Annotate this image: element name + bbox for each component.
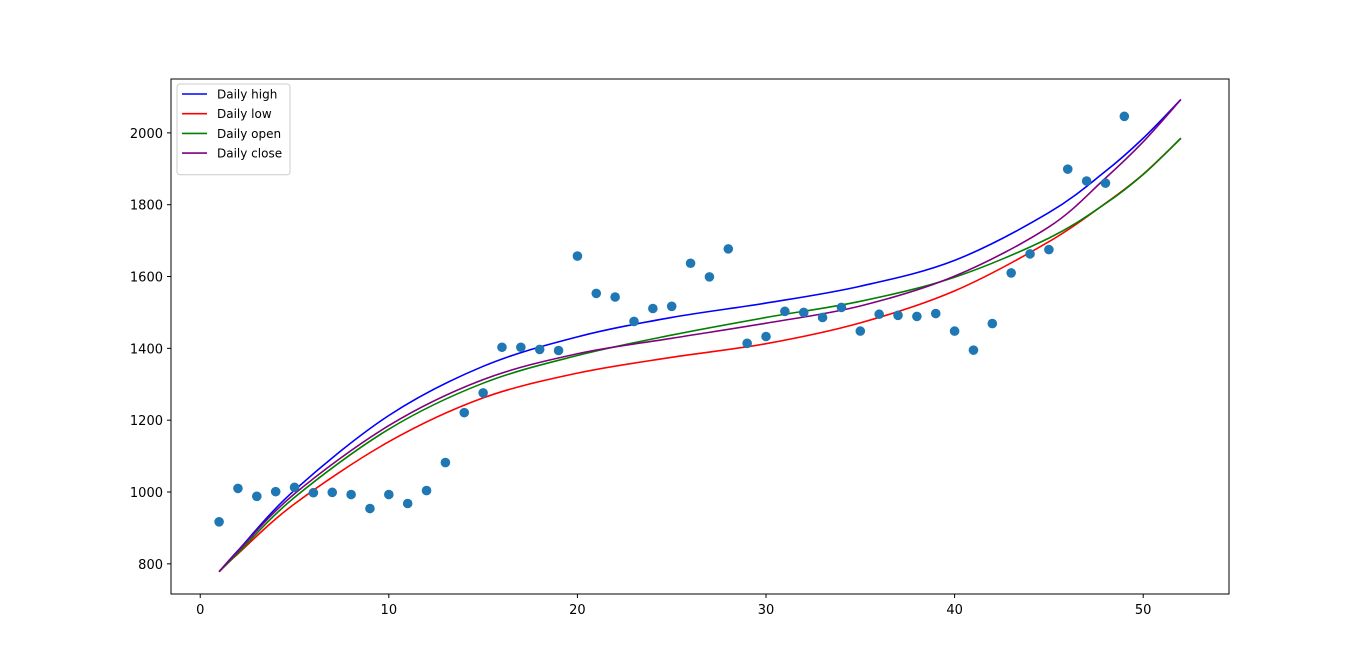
scatter-point [327, 487, 338, 498]
legend-label: Daily low [217, 107, 272, 121]
scatter-point [1081, 176, 1092, 186]
scatter-point [893, 310, 903, 321]
scatter-point [516, 342, 526, 353]
scatter-point [855, 326, 866, 336]
scatter-point [1062, 164, 1073, 174]
scatter-point [459, 407, 470, 418]
scatter-point [497, 342, 507, 353]
y-tick-label: 1200 [130, 414, 163, 429]
y-tick-label: 1000 [130, 486, 163, 501]
x-tick-label: 50 [1135, 603, 1152, 618]
scatter-point [912, 311, 922, 322]
scatter-point [874, 309, 884, 320]
x-tick-label: 40 [946, 603, 963, 618]
x-tick-label: 10 [381, 603, 398, 618]
series-line-daily-open [218, 137, 1182, 573]
scatter-point [440, 457, 451, 468]
scatter-point [346, 489, 356, 500]
scatter-point [421, 485, 432, 496]
scatter-point [685, 258, 696, 269]
scatter-point [308, 487, 319, 498]
legend-label: Daily high [217, 88, 277, 102]
scatter-point [761, 331, 771, 342]
legend: Daily high Daily low Daily open Daily close [176, 83, 291, 176]
scatter-point [214, 517, 224, 527]
y-tick-label: 800 [138, 558, 163, 573]
scatter-point [723, 244, 734, 254]
scatter-point [666, 301, 677, 312]
scatter-point [233, 483, 243, 494]
x-axis: 0 10 20 30 40 50 [196, 594, 1151, 618]
y-axis: 800 1000 1200 1400 1600 1800 2000 [130, 127, 171, 573]
scatter-point [478, 388, 488, 398]
x-tick-label: 0 [196, 603, 204, 618]
scatter-point [949, 326, 960, 336]
scatter-point [610, 292, 620, 302]
y-tick-label: 2000 [130, 127, 163, 142]
scatter-point [930, 308, 941, 319]
scatter-point [1006, 268, 1016, 278]
y-tick-label: 1800 [130, 199, 163, 214]
scatter-point [365, 503, 375, 514]
scatter-point [742, 338, 752, 349]
scatter-point [1025, 249, 1035, 259]
scatter-point [384, 489, 394, 500]
scatter-point [1100, 178, 1111, 188]
scatter-point [553, 345, 564, 356]
scatter-point [968, 345, 979, 355]
scatter-layer [214, 111, 1130, 527]
scatter-point [252, 491, 262, 502]
scatter-point [402, 498, 413, 509]
scatter-point [780, 306, 790, 317]
legend-box [176, 83, 291, 176]
x-tick-label: 20 [569, 603, 586, 618]
legend-label: Daily close [217, 147, 282, 161]
legend-label: Daily open [217, 127, 281, 141]
series-line-daily-low [218, 137, 1182, 573]
series-line-daily-high [218, 98, 1182, 573]
scatter-point [836, 302, 847, 313]
series-layer [218, 98, 1182, 573]
scatter-point [629, 316, 639, 327]
scatter-point [1119, 111, 1130, 122]
scatter-point [270, 486, 281, 497]
plot-frame [170, 78, 1230, 595]
scatter-point [289, 482, 300, 493]
scatter-point [798, 307, 809, 318]
scatter-point [591, 288, 602, 299]
series-line-daily-close [218, 98, 1182, 573]
scatter-point [817, 312, 828, 323]
y-tick-label: 1600 [130, 271, 163, 286]
scatter-point [987, 318, 998, 329]
scatter-point [704, 272, 715, 282]
y-tick-label: 1400 [130, 342, 163, 357]
scatter-point [1044, 244, 1054, 255]
x-tick-label: 30 [758, 603, 775, 618]
scatter-point [534, 344, 545, 355]
scatter-point [572, 251, 583, 261]
scatter-point [648, 303, 658, 314]
